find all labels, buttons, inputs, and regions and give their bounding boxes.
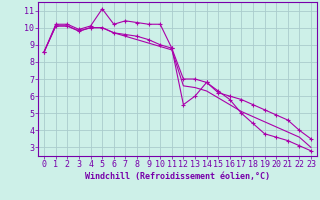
X-axis label: Windchill (Refroidissement éolien,°C): Windchill (Refroidissement éolien,°C) bbox=[85, 172, 270, 181]
